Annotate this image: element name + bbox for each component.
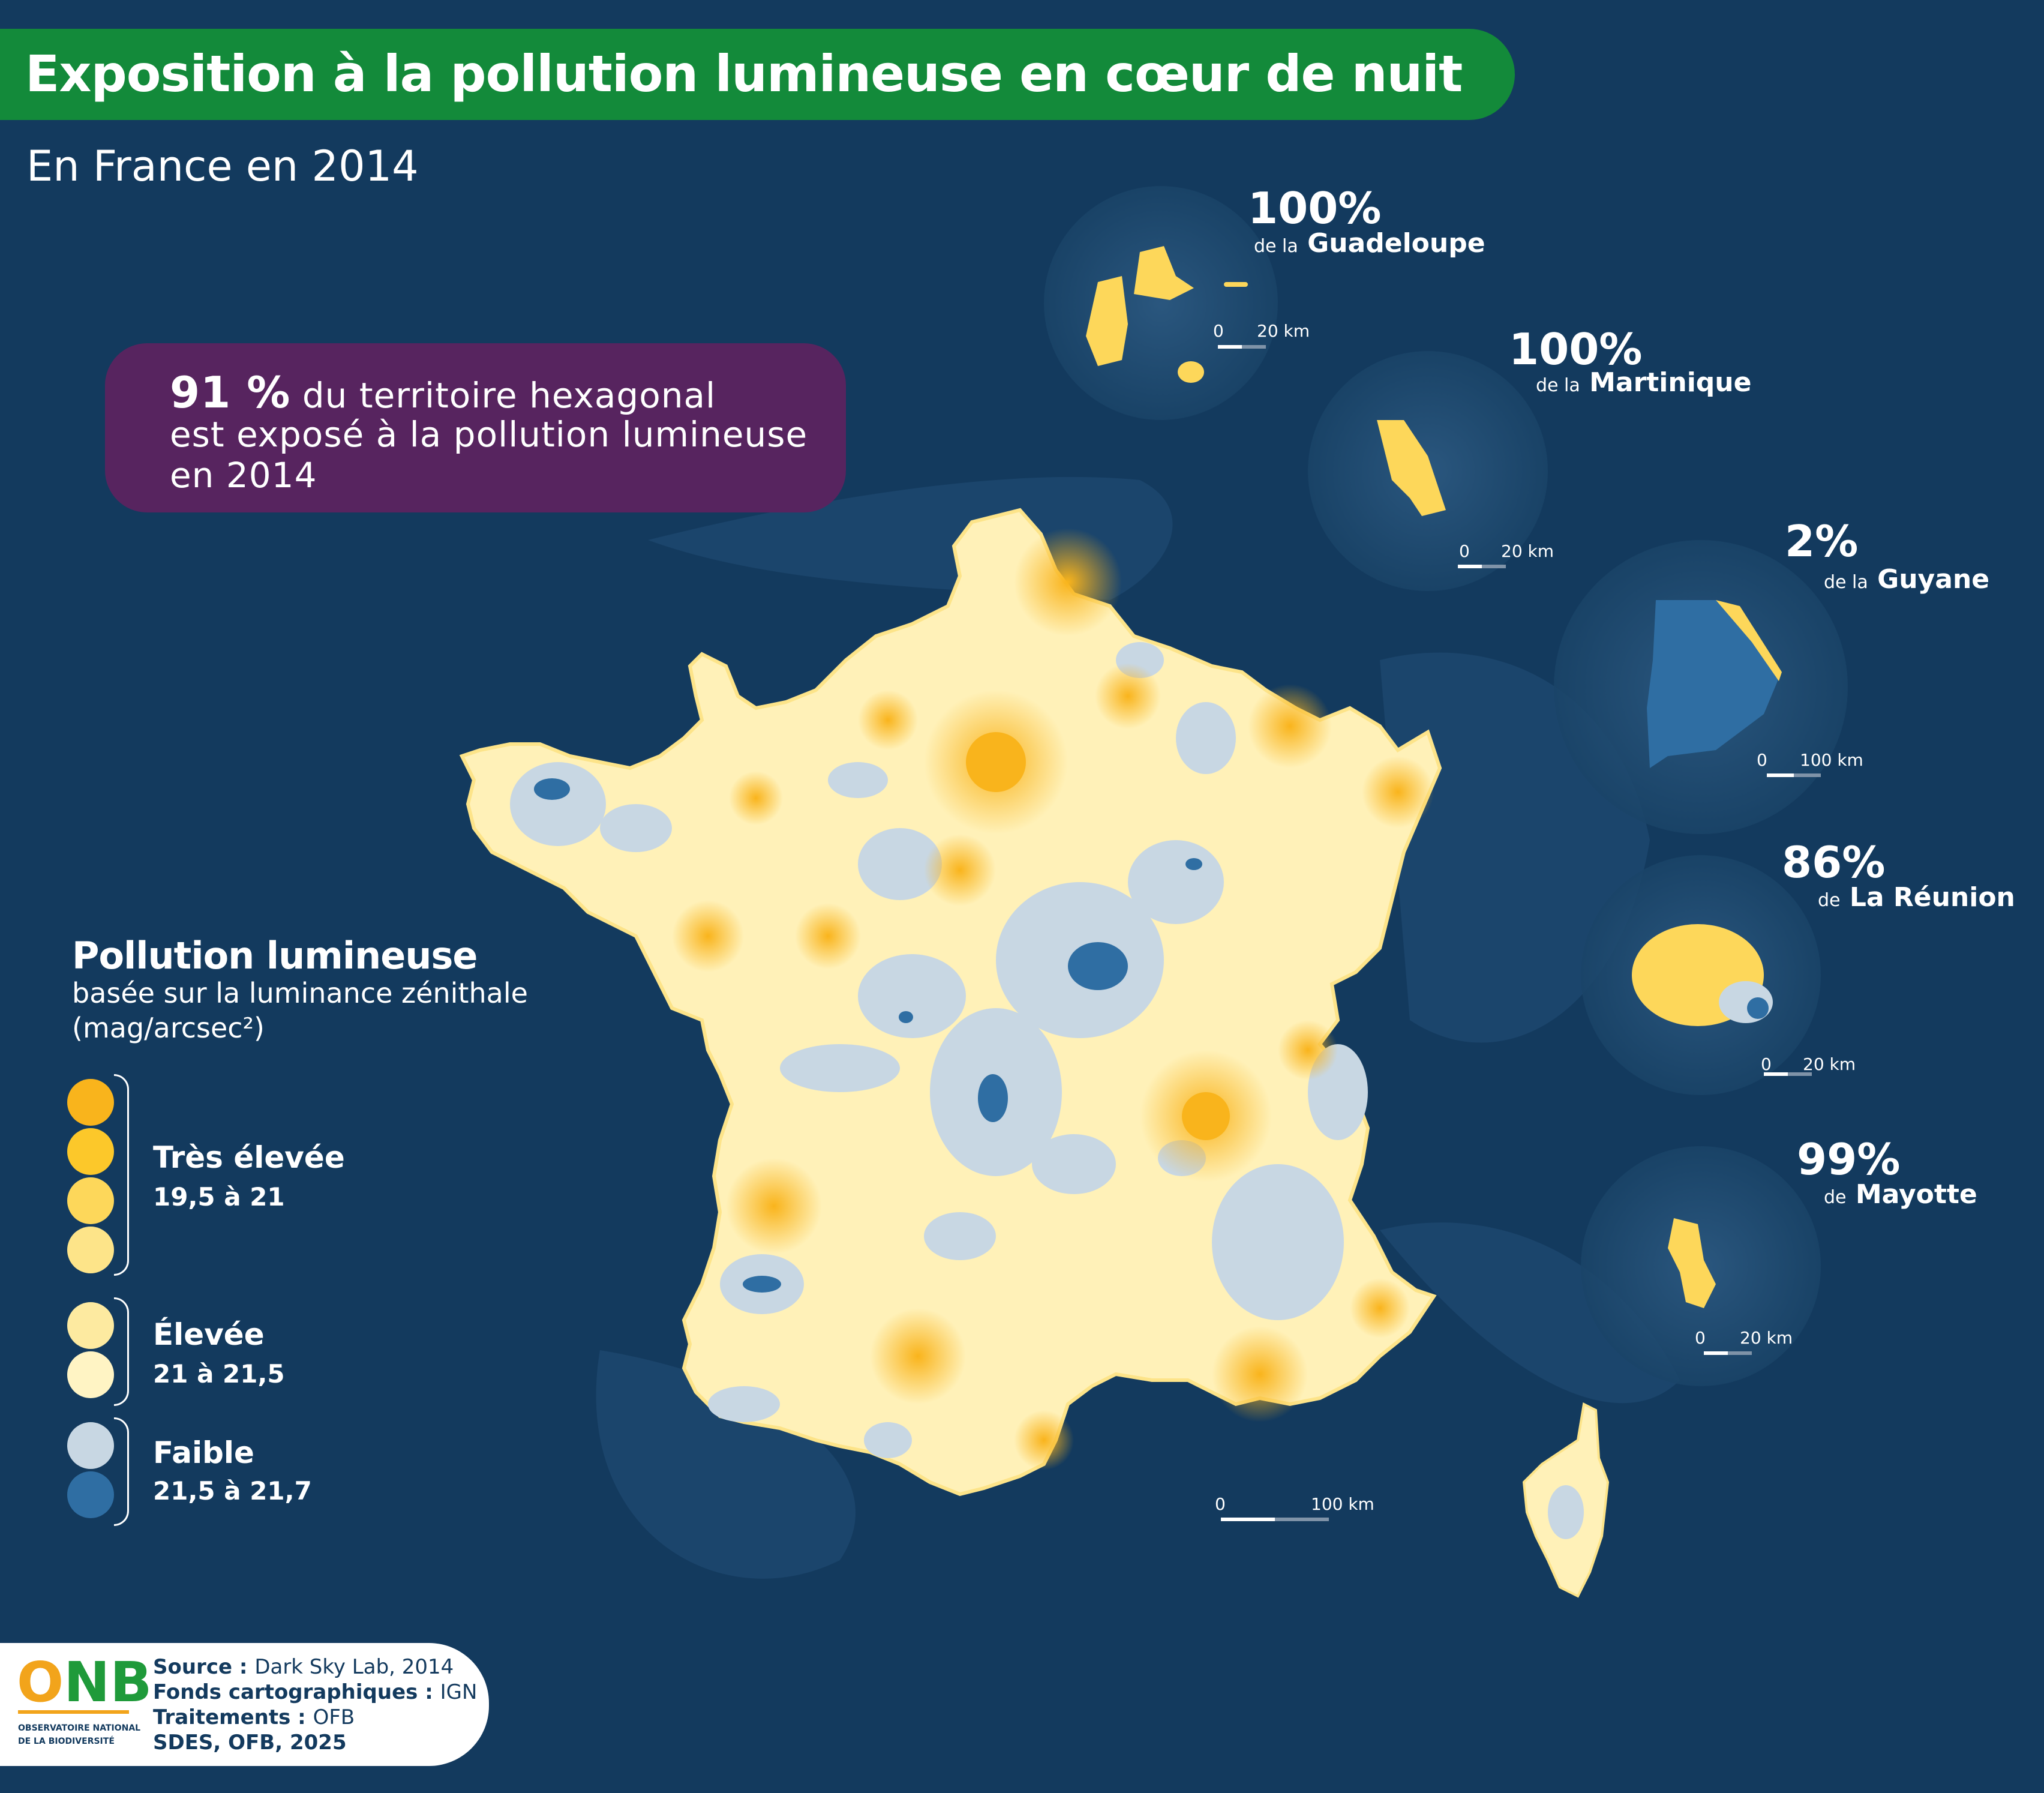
guadeloupe-percent: 100%	[1248, 183, 1382, 233]
guadeloupe-map	[1086, 246, 1248, 383]
lowest-pollution-zones	[534, 778, 1202, 1293]
source-panel: ONB OBSERVATOIRE NATIONAL DE LA BIODIVER…	[0, 1643, 489, 1766]
mayotte-map	[1668, 1218, 1716, 1308]
legend-swatch-high-1	[67, 1302, 114, 1349]
legend-swatch-low-2	[67, 1471, 114, 1518]
onb-logo-line-1: OBSERVATOIRE NATIONAL	[18, 1723, 141, 1733]
mayotte-name: de Mayotte	[1824, 1179, 1977, 1210]
mayotte-scale-zero: 0	[1695, 1328, 1706, 1348]
legend-brace-very-high	[114, 1074, 129, 1276]
basemap-line: Fonds cartographiques : IGN	[153, 1680, 478, 1704]
statistic-text-1: du territoire hexagonal	[290, 375, 716, 416]
legend-subtitle-2: (mag/arcsec²)	[72, 1012, 265, 1044]
legend-very-high-range: 19,5 à 21	[153, 1182, 285, 1212]
guadeloupe-circle	[1044, 186, 1278, 420]
mainland-scale-label: 100 km	[1311, 1494, 1374, 1514]
martinique-percent: 100%	[1509, 324, 1643, 374]
onb-logo: ONB	[17, 1650, 152, 1714]
title-banner	[0, 29, 1515, 120]
martinique-scale-label: 20 km	[1501, 541, 1554, 561]
page-subtitle: En France en 2014	[26, 142, 419, 191]
guadeloupe-scale-zero: 0	[1213, 321, 1224, 341]
legend-high-range: 21 à 21,5	[153, 1359, 285, 1389]
guadeloupe-name: de la Guadeloupe	[1254, 228, 1485, 259]
legend-low-range: 21,5 à 21,7	[153, 1476, 312, 1506]
mayotte-scale-label: 20 km	[1740, 1328, 1793, 1348]
page-title: Exposition à la pollution lumineuse en c…	[25, 44, 1463, 103]
statistic-text-3: en 2014	[170, 455, 317, 496]
guyane-percent: 2%	[1785, 516, 1859, 566]
reunion-name: de La Réunion	[1818, 882, 2015, 913]
statistic-text-2: est exposé à la pollution lumineuse	[170, 414, 808, 455]
statistic-callout: 91 % du territoire hexagonal est exposé …	[105, 343, 846, 512]
guadeloupe-scale-label: 20 km	[1257, 321, 1310, 341]
guyane-scale-zero: 0	[1757, 750, 1767, 770]
scale-bars	[1218, 345, 1821, 1521]
martinique-name: de la Martinique	[1536, 367, 1752, 398]
processing-line: Traitements : OFB	[153, 1705, 355, 1729]
source-line: Source : Dark Sky Lab, 2014	[153, 1655, 454, 1679]
legend-swatch-very-high-4	[67, 1227, 114, 1273]
guyane-scale-label: 100 km	[1800, 750, 1863, 770]
martinique-scale-zero: 0	[1459, 541, 1470, 561]
statistic-value: 91 %	[170, 367, 291, 418]
legend-title: Pollution lumineuse	[72, 934, 478, 978]
credit-line: SDES, OFB, 2025	[153, 1731, 347, 1755]
legend-swatch-low-1	[67, 1422, 114, 1469]
reunion-scale-label: 20 km	[1803, 1054, 1856, 1074]
onb-logo-line-2: DE LA BIODIVERSITÉ	[18, 1737, 115, 1746]
guyane-coast	[1716, 600, 1782, 681]
legend-swatch-very-high-3	[67, 1177, 114, 1224]
onb-logo-underline	[18, 1710, 129, 1714]
mayotte-percent: 99%	[1797, 1134, 1901, 1185]
guyane-map	[1647, 600, 1779, 768]
city-hotspots	[672, 528, 1434, 1470]
guyane-name: de la Guyane	[1824, 564, 1990, 595]
legend-swatch-very-high-1	[67, 1079, 114, 1126]
legend-very-high-name: Très élevée	[153, 1140, 345, 1175]
legend-low-name: Faible	[153, 1435, 254, 1470]
legend-swatch-very-high-2	[67, 1128, 114, 1175]
corsica-low-zone	[1548, 1485, 1584, 1539]
mainland-scale-zero: 0	[1215, 1494, 1226, 1514]
martinique-map	[1377, 420, 1446, 516]
legend-brace-high	[114, 1297, 129, 1406]
legend-brace-low	[114, 1417, 129, 1526]
legend-swatch-high-2	[67, 1351, 114, 1398]
reunion-scale-zero: 0	[1761, 1054, 1772, 1074]
legend-high-name: Élevée	[153, 1317, 265, 1352]
reunion-lowest-zone	[1747, 997, 1769, 1019]
legend-subtitle-1: basée sur la luminance zénithale	[72, 977, 528, 1009]
reunion-percent: 86%	[1782, 837, 1886, 887]
